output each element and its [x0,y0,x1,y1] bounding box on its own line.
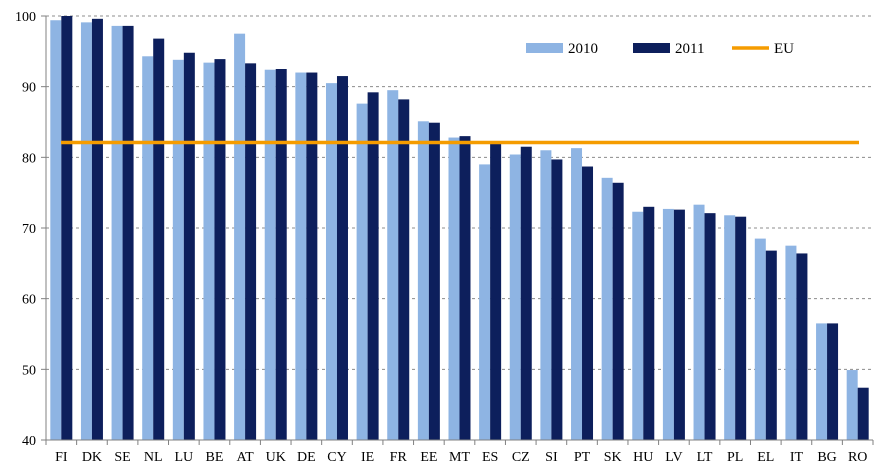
bar-2010-NL [142,56,154,440]
bar-2010-LU [172,59,184,441]
bar-2011-SE [122,25,134,440]
x-tick-label-CY: CY [327,450,346,465]
bar-2010-SK [601,177,613,440]
bar-2011-UK [275,69,287,440]
bar-2011-LU [183,52,195,440]
y-tick-label-100: 100 [15,10,36,25]
bar-2010-PL [724,215,736,440]
bar-2010-IT [785,245,797,440]
x-tick-label-IT: IT [790,450,804,465]
bar-2011-NL [153,38,165,440]
bar-2011-BE [214,59,226,441]
y-tick-label-60: 60 [22,293,36,308]
legend-label-2011: 2011 [675,41,704,57]
bar-2010-EE [417,121,429,440]
bar-2011-MT [459,136,471,440]
bar-2011-CY [336,76,348,441]
legend-label-2010: 2010 [568,41,598,57]
bar-2011-LV [673,209,685,440]
x-tick-label-AT: AT [237,450,255,465]
bar-2010-FI [50,20,62,441]
bar-2011-ES [490,143,502,440]
bar-2010-HU [632,211,644,440]
x-tick-label-BE: BE [206,450,224,465]
bar-2010-LV [662,208,674,440]
y-tick-label-50: 50 [22,363,36,378]
x-tick-label-PT: PT [574,450,591,465]
bar-2011-AT [245,63,257,440]
legend-swatch-2011 [633,43,670,53]
bar-2011-EE [428,122,440,440]
y-tick-label-70: 70 [22,222,36,237]
x-tick-label-FR: FR [390,450,408,465]
bar-2011-DK [91,18,103,441]
bar-2011-FR [398,99,410,441]
y-tick-label-80: 80 [22,151,36,166]
bar-2010-LT [693,204,705,440]
x-tick-label-BG: BG [817,450,836,465]
y-axis-tick-labels: 40 50 60 70 80 90 100 [15,10,36,449]
bar-2011-SI [551,159,563,440]
x-tick-label-LV: LV [665,450,682,465]
x-tick-label-ES: ES [482,450,498,465]
legend-label-EU: EU [774,41,794,57]
bar-2011-IT [796,253,808,440]
bar-2011-BG [827,323,839,440]
bar-2010-FR [387,90,399,440]
x-tick-label-LT: LT [697,450,713,465]
bar-2010-IE [356,103,368,441]
bar-marks [50,16,869,441]
bar-2010-EL [754,238,766,440]
bar-2010-DE [295,72,307,441]
y-tick-label-40: 40 [22,434,36,449]
legend-swatch-2010 [526,43,563,53]
bar-2010-AT [234,33,246,441]
x-tick-label-NL: NL [144,450,163,465]
x-tick-label-SK: SK [604,450,622,465]
bar-2010-BE [203,62,215,440]
bar-2010-RO [846,370,858,440]
bar-2011-PT [582,166,594,440]
bar-2010-CZ [509,154,521,441]
y-tick-label-90: 90 [22,81,36,96]
legend: 2010 2011 EU [526,41,794,57]
x-tick-label-HU: HU [633,450,653,465]
x-tick-label-EL: EL [757,450,774,465]
x-tick-label-RO: RO [848,450,867,465]
x-tick-label-CZ: CZ [512,450,530,465]
x-axis-tick-labels: FI DK SE NL LU BE AT UK DE CY IE FR EE MT ES CZ SI PT SK HU… [55,450,867,465]
bar-2010-SE [111,25,123,440]
x-tick-label-EE: EE [420,450,437,465]
bar-2011-HU [643,206,655,440]
x-tick-label-FI: FI [55,450,68,465]
x-tick-label-IE: IE [361,450,374,465]
bar-2010-CY [325,83,337,440]
bar-2010-BG [816,323,828,440]
bar-2011-LT [704,213,716,440]
x-tick-label-DK: DK [82,450,102,465]
bar-2010-SI [540,150,552,440]
bar-2011-CZ [520,146,532,440]
x-tick-label-LU: LU [174,450,193,465]
bar-2010-PT [571,148,583,440]
bar-2010-ES [479,164,491,440]
bar-2010-UK [264,69,276,440]
x-tick-label-SE: SE [114,450,130,465]
bar-2011-RO [857,387,869,440]
bar-2010-MT [448,137,460,440]
bar-2011-SK [612,182,624,441]
axes [41,15,874,445]
bar-2011-PL [735,216,747,440]
bar-2010-DK [80,22,92,441]
bar-2011-EL [765,250,777,440]
bar-2011-IE [367,92,379,440]
bar-2011-FI [61,16,73,440]
x-tick-label-SI: SI [545,450,558,465]
bar-2011-DE [306,72,318,441]
x-tick-label-MT: MT [449,450,470,465]
x-tick-label-DE: DE [297,450,316,465]
x-tick-label-PL: PL [727,450,743,465]
x-tick-label-UK: UK [266,450,286,465]
